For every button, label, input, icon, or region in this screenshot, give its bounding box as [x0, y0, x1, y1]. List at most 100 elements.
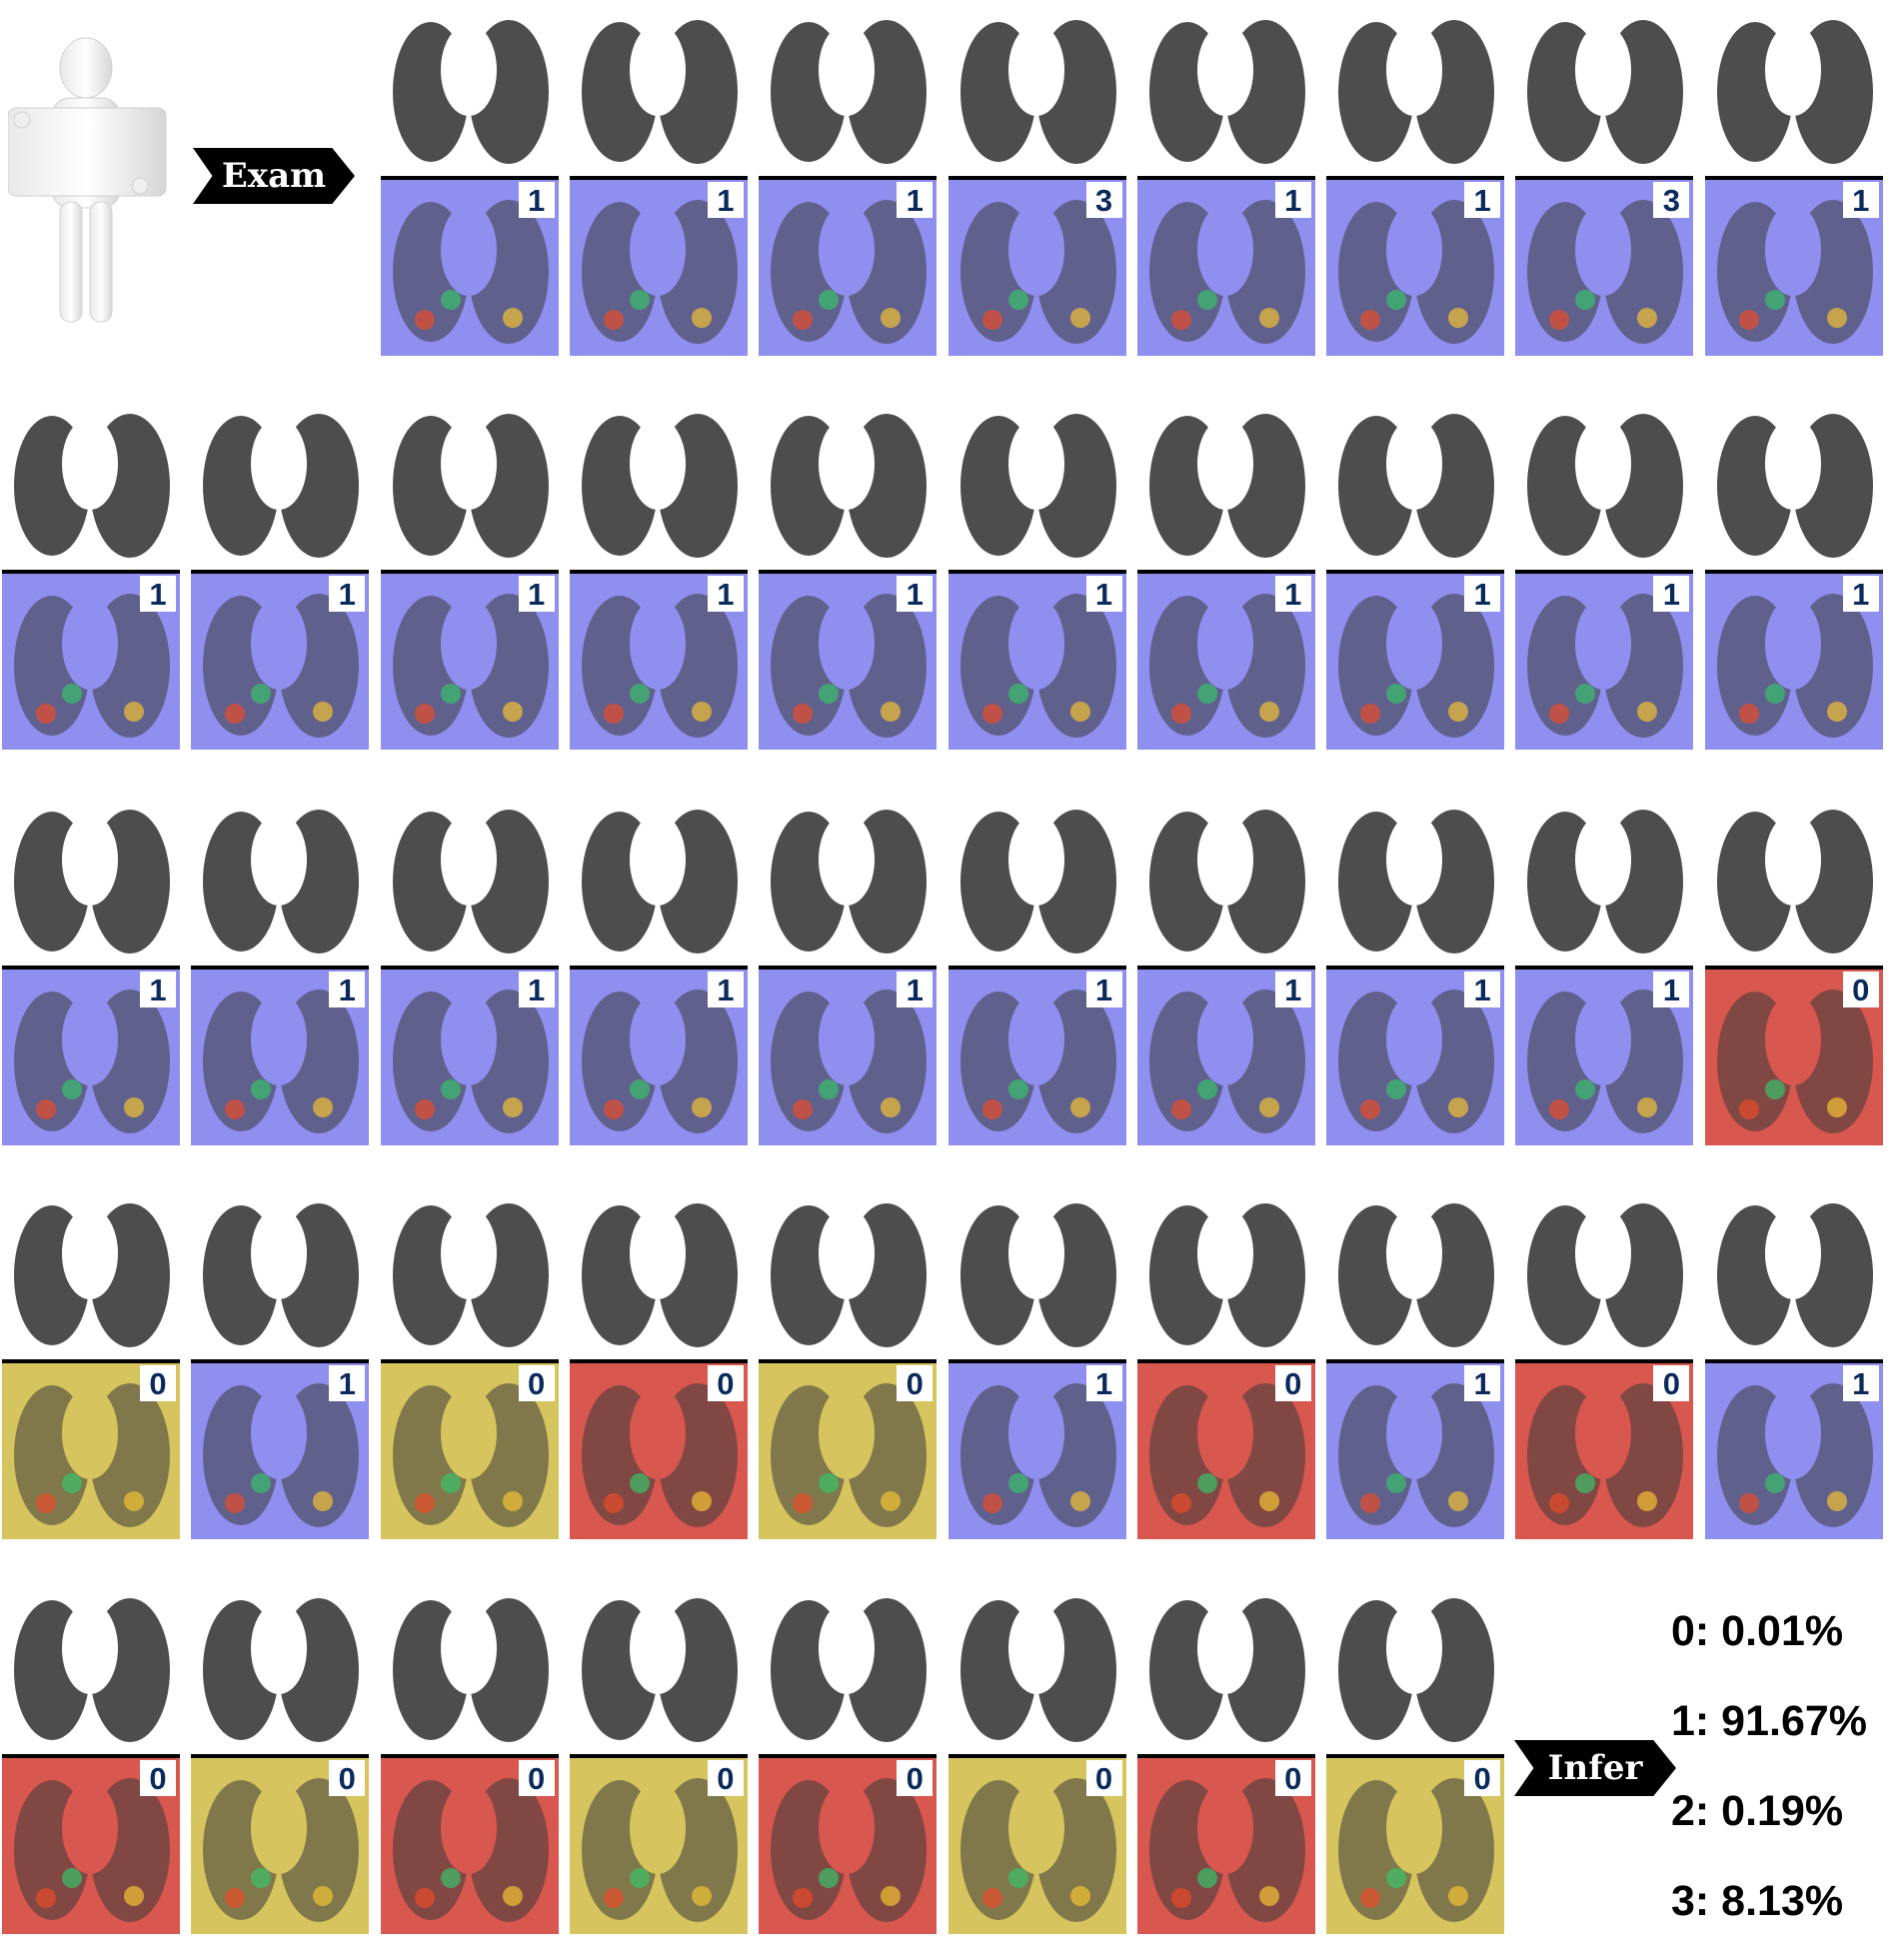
- exam-label: Exam: [221, 156, 327, 196]
- mediastinum: [1386, 1387, 1443, 1479]
- heatmap-spot: [691, 702, 712, 722]
- ct-slice-tile: 0: [2, 1183, 180, 1539]
- mediastinum: [819, 993, 876, 1085]
- ct-slice-image: [1326, 1183, 1505, 1539]
- slice-label: 1: [897, 972, 934, 1007]
- heatmap-spot: [691, 1886, 712, 1906]
- heatmap-spot: [440, 1868, 461, 1888]
- slice-separator: [1326, 570, 1505, 574]
- heatmap-spot: [1637, 308, 1658, 328]
- heatmap-spot: [1764, 1079, 1785, 1099]
- heatmap-spot: [440, 1079, 461, 1099]
- ct-slice-image: [1704, 1183, 1883, 1539]
- mediastinum: [1386, 993, 1443, 1085]
- slice-label: 1: [1653, 972, 1690, 1007]
- heatmap-spot: [1575, 1473, 1596, 1493]
- ct-slice-image: [1515, 0, 1694, 356]
- slice-separator: [191, 1754, 370, 1758]
- slice-separator: [380, 966, 559, 970]
- ct-slice-tile: 1: [1326, 790, 1505, 1145]
- ct-slice-tile: 0: [1136, 1578, 1315, 1934]
- mediastinum: [62, 1602, 118, 1694]
- ct-slice-tile: 1: [1704, 1183, 1883, 1539]
- mediastinum: [629, 24, 686, 116]
- heatmap-spot: [414, 1099, 435, 1119]
- mediastinum: [1575, 1387, 1632, 1479]
- heatmap-spot: [603, 1888, 624, 1908]
- mediastinum: [1764, 993, 1821, 1085]
- slice-separator: [2, 966, 180, 970]
- ct-slice-tile: 0: [380, 1183, 559, 1539]
- heatmap-spot: [981, 1888, 1002, 1908]
- heatmap-spot: [313, 1491, 334, 1511]
- ct-slice-image: [191, 1183, 370, 1539]
- mediastinum: [1764, 24, 1821, 116]
- slice-separator: [569, 966, 748, 970]
- mediastinum: [1007, 204, 1064, 296]
- heatmap-spot: [1549, 310, 1570, 330]
- heatmap-spot: [981, 1099, 1002, 1119]
- mediastinum: [1764, 204, 1821, 296]
- heatmap-spot: [440, 290, 461, 310]
- mediastinum: [629, 1602, 686, 1694]
- heatmap-spot: [1826, 1097, 1847, 1117]
- heatmap-spot: [1069, 1491, 1090, 1511]
- ct-slice-tile: 1: [1704, 0, 1883, 356]
- slice-separator: [1515, 176, 1694, 180]
- ct-slice-tile: 1: [191, 1183, 370, 1539]
- mediastinum: [1575, 418, 1632, 510]
- slice-separator: [380, 176, 559, 180]
- ct-slice-image: [380, 394, 559, 750]
- ct-slice-tile: 1: [948, 790, 1126, 1145]
- ct-slice-tile: 1: [569, 0, 748, 356]
- heatmap-spot: [1575, 290, 1596, 310]
- mediastinum: [1386, 24, 1443, 116]
- mediastinum: [1764, 814, 1821, 906]
- slice-separator: [1704, 570, 1883, 574]
- slice-label: 1: [897, 182, 934, 218]
- mediastinum: [1007, 24, 1064, 116]
- person-holding-sign-icon: [8, 37, 167, 323]
- ct-slice-tile: 1: [2, 790, 180, 1145]
- heatmap-spot: [1007, 684, 1028, 704]
- heatmap-spot: [1170, 1888, 1191, 1908]
- heatmap-spot: [440, 1473, 461, 1493]
- mediastinum: [62, 993, 118, 1085]
- heatmap-spot: [414, 1493, 435, 1513]
- heatmap-spot: [414, 310, 435, 330]
- probability-class-0: 0: 0.01%: [1671, 1607, 1844, 1655]
- ct-slice-image: [569, 394, 748, 750]
- slice-separator: [759, 570, 938, 574]
- ct-slice-tile: 0: [759, 1578, 938, 1934]
- heatmap-spot: [881, 1886, 902, 1906]
- heatmap-spot: [1258, 1097, 1279, 1117]
- heatmap-spot: [1196, 1868, 1217, 1888]
- ct-slice-tile: 0: [1136, 1183, 1315, 1539]
- ct-slice-image: [948, 1183, 1126, 1539]
- mediastinum: [62, 1387, 118, 1479]
- ct-slice-tile: 3: [1515, 0, 1694, 356]
- mediastinum: [1764, 598, 1821, 690]
- heatmap-spot: [793, 704, 814, 724]
- slice-label: 1: [518, 182, 555, 218]
- slice-separator: [1136, 570, 1315, 574]
- slice-label: 1: [1842, 1365, 1879, 1401]
- heatmap-spot: [502, 1491, 523, 1511]
- mediastinum: [440, 1782, 497, 1874]
- slice-separator: [1704, 966, 1883, 970]
- heatmap-spot: [1196, 290, 1217, 310]
- heatmap-spot: [251, 1079, 272, 1099]
- ct-slice-image: [948, 790, 1126, 1145]
- ct-slice-image: [1136, 1578, 1315, 1934]
- mediastinum: [1575, 204, 1632, 296]
- mediastinum: [819, 1782, 876, 1874]
- ct-slice-image: [2, 394, 180, 750]
- heatmap-spot: [1360, 310, 1381, 330]
- mediastinum: [1007, 993, 1064, 1085]
- slice-separator: [759, 1754, 938, 1758]
- ct-slice-tile: 1: [1515, 394, 1694, 750]
- ct-slice-tile: 1: [1704, 394, 1883, 750]
- slice-label: 1: [1274, 576, 1311, 612]
- probability-class-2: 2: 0.19%: [1671, 1787, 1844, 1835]
- heatmap-spot: [629, 1079, 650, 1099]
